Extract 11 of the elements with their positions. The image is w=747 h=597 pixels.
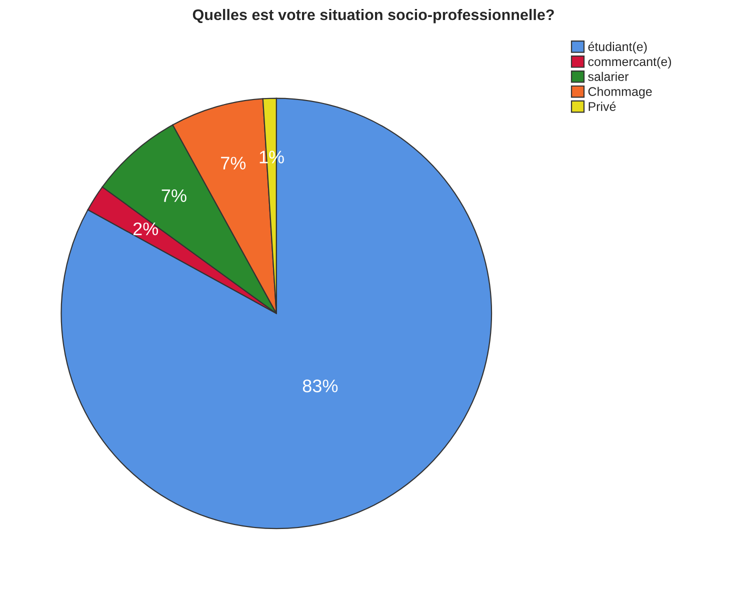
data-label: 83% [302, 380, 338, 392]
legend-label: salarier [588, 72, 629, 82]
legend-label: étudiant(e) [588, 42, 647, 54]
legend-label: Privé [588, 102, 616, 111]
legend-label: commercant(e) [588, 56, 672, 69]
data-label: 7% [221, 156, 246, 170]
legend-label: Chommage [588, 86, 652, 98]
chart-title: Quelles est votre situation socio-professionnelle? [192, 8, 554, 24]
data-label: 2% [133, 222, 158, 236]
pie-slice [60, 98, 492, 530]
data-label: 7% [162, 189, 186, 202]
